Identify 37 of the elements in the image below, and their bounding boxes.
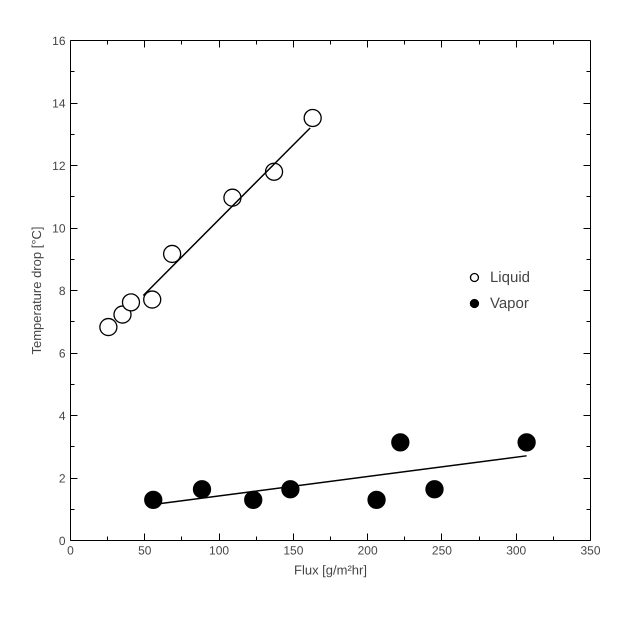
point — [192, 480, 212, 498]
y-tick-label: 10 — [52, 222, 66, 236]
x-tick-label: 200 — [358, 544, 378, 558]
point — [391, 433, 410, 452]
point — [304, 108, 322, 128]
y-axis-title: Temperature drop [°C] — [29, 226, 44, 355]
y-tick-label: 2 — [58, 472, 66, 486]
y-tick-label: 16 — [52, 34, 66, 48]
point — [113, 305, 132, 324]
x-tick-label: 150 — [283, 544, 304, 558]
x-tick-label: 350 — [580, 544, 601, 558]
legend-label: Vapor — [490, 294, 529, 312]
point — [162, 244, 182, 264]
legend-label: Liquid — [490, 268, 530, 286]
x-tick-label: 300 — [506, 544, 527, 558]
point — [425, 480, 444, 498]
point — [122, 293, 140, 312]
point — [281, 480, 300, 498]
x-tick-label: 250 — [432, 544, 452, 558]
point — [244, 490, 262, 510]
x-tick-label: 0 — [67, 544, 74, 558]
y-tick-label: 0 — [58, 534, 66, 548]
point — [517, 433, 536, 452]
point — [143, 290, 162, 309]
x-axis-title: Flux [g/m²hr] — [294, 562, 367, 578]
x-tick-label: 50 — [138, 544, 152, 558]
y-tick-label: 14 — [52, 96, 66, 110]
point — [223, 188, 242, 207]
point — [144, 490, 162, 510]
y-tick-label: 6 — [58, 346, 66, 360]
point — [264, 162, 284, 181]
y-tick-label: 12 — [52, 159, 66, 173]
y-tick-label: 8 — [58, 284, 66, 298]
x-tick-label: 100 — [209, 544, 230, 558]
y-tick-label: 4 — [58, 409, 66, 423]
point — [367, 490, 386, 510]
point — [99, 318, 118, 336]
